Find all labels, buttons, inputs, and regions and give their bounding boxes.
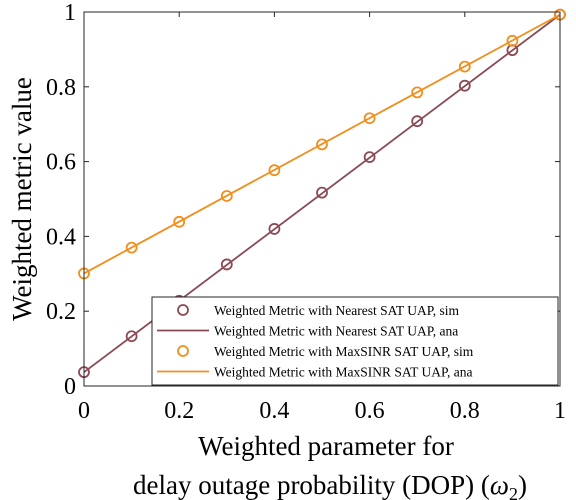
x-tick-label: 1 <box>554 398 566 424</box>
legend-entry-label: Weighted Metric with Nearest SAT UAP, si… <box>214 303 460 318</box>
data-point <box>268 164 281 177</box>
series-line <box>83 13 561 275</box>
data-point <box>316 186 328 199</box>
data-point <box>125 330 138 343</box>
y-tick-label: 0.4 <box>46 224 76 250</box>
data-point <box>411 86 424 99</box>
x-axis-label-line-2: delay outage probability (DOP) (ω2) <box>133 470 527 500</box>
legend-marker-swatch <box>177 345 189 357</box>
legend-box <box>151 296 559 386</box>
x-tick-label: 0.4 <box>259 398 289 424</box>
x-tick-label: 0.8 <box>450 398 480 424</box>
y-tick-label: 0 <box>64 374 76 400</box>
x-axis-label-text: delay outage probability (DOP) ( <box>133 470 490 500</box>
x-tick-label: 0.6 <box>355 398 385 424</box>
data-point <box>220 258 233 271</box>
legend: Weighted Metric with Nearest SAT UAP, si… <box>151 296 559 386</box>
x-axis-label-subscript: 2 <box>509 484 518 500</box>
x-axis-label-line-1: Weighted parameter for <box>198 431 454 461</box>
data-point <box>125 241 138 254</box>
y-axis-label: Weighted metric value <box>7 77 37 321</box>
data-point <box>411 115 424 128</box>
data-point <box>363 112 376 125</box>
x-axis-label-symbol: ω <box>490 470 509 500</box>
data-point <box>316 138 328 151</box>
legend-entry-label: Weighted Metric with MaxSINR SAT UAP, an… <box>214 365 473 380</box>
x-tick-label: 0 <box>78 398 90 424</box>
y-tick-label: 1 <box>64 0 76 26</box>
legend-entry-label: Weighted Metric with Nearest SAT UAP, an… <box>214 324 458 339</box>
data-point <box>220 190 233 202</box>
data-point <box>506 34 519 47</box>
data-point <box>458 60 471 73</box>
y-tick-label: 0.2 <box>46 299 76 325</box>
legend-marker-swatch <box>177 304 189 316</box>
y-tick-label: 0.6 <box>46 150 76 176</box>
data-point <box>458 79 471 92</box>
x-tick-label: 0.2 <box>164 398 194 424</box>
data-point <box>173 215 186 228</box>
legend-entry-label: Weighted Metric with MaxSINR SAT UAP, si… <box>214 344 474 359</box>
data-point <box>363 151 376 164</box>
x-axis-label-close: ) <box>518 470 527 500</box>
data-point <box>268 223 281 235</box>
plot-frame <box>83 11 561 387</box>
y-tick-label: 0.8 <box>46 75 76 101</box>
ticks-layer: 0 0.2 0.4 0.6 0.8 1 0 0.2 0.4 0.6 0.8 1 <box>46 0 566 424</box>
